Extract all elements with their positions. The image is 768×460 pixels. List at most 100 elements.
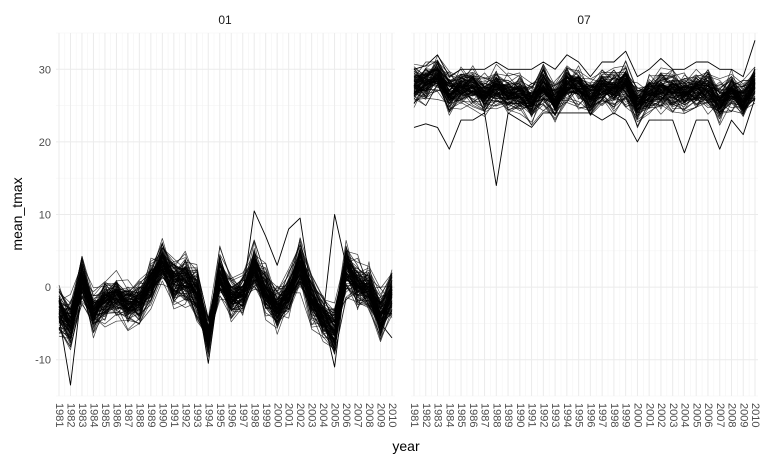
x-tick-label: 1996 <box>584 403 596 427</box>
x-tick-label: 1981 <box>53 403 65 427</box>
series-line <box>58 254 393 342</box>
series-line <box>413 68 756 115</box>
series-line <box>58 255 393 343</box>
panel-07-strip-label: 07 <box>577 13 591 27</box>
panel-07-x-tick-labels: 1981 1982 1983 1984 1985 1986 1987 1988 1989 1990… <box>408 403 761 427</box>
series-line <box>413 61 756 109</box>
x-tick-label: 1997 <box>596 403 608 427</box>
x-tick-label: 2003 <box>306 403 318 427</box>
series-line-outlier <box>58 264 393 386</box>
series-line <box>413 69 756 115</box>
x-tick-label: 2001 <box>643 403 655 427</box>
x-tick-label: 1986 <box>467 403 479 427</box>
x-tick-label: 1987 <box>479 403 491 427</box>
y-axis-tick-labels: -10 0 10 20 30 <box>35 64 51 366</box>
x-tick-label: 1987 <box>122 403 134 427</box>
x-axis-title: year <box>392 438 420 454</box>
x-tick-label: 1983 <box>76 403 88 427</box>
x-tick-label: 2010 <box>749 403 761 427</box>
x-tick-label: 1990 <box>156 403 168 427</box>
x-tick-label: 1982 <box>420 403 432 427</box>
x-tick-label: 1984 <box>88 403 100 427</box>
x-tick-label: 2002 <box>294 403 306 427</box>
x-tick-label: 2008 <box>363 403 375 427</box>
x-tick-label: 2007 <box>714 403 726 427</box>
series-line <box>413 79 756 116</box>
panel-07: 07 1981 1982 1983 1984 1985 1986 1987 1988 1989 1… <box>408 13 761 427</box>
x-tick-label: 2004 <box>679 403 691 427</box>
x-tick-label: 2006 <box>340 403 352 427</box>
x-tick-label: 2002 <box>655 403 667 427</box>
x-tick-label: 2001 <box>283 403 295 427</box>
x-tick-label: 2005 <box>690 403 702 427</box>
panel-07-series <box>413 40 756 186</box>
series-line-outlier <box>413 40 756 78</box>
x-tick-label: 1989 <box>145 403 157 427</box>
panel-01-grid <box>56 32 395 397</box>
x-tick-label: 2000 <box>632 403 644 427</box>
x-tick-label: 1999 <box>260 403 272 427</box>
x-tick-label: 1994 <box>561 403 573 427</box>
x-tick-label: 1993 <box>549 403 561 427</box>
series-line <box>413 84 756 127</box>
y-tick-label: 10 <box>39 210 51 222</box>
series-line <box>58 266 393 328</box>
x-tick-label: 1996 <box>225 403 237 427</box>
x-tick-label: 2010 <box>386 403 398 427</box>
x-tick-label: 1991 <box>526 403 538 427</box>
x-tick-label: 1989 <box>502 403 514 427</box>
panel-01-x-tick-labels: 1981 1982 1983 1984 1985 1986 1987 1988 1989 1990… <box>53 403 398 427</box>
series-line <box>58 257 393 344</box>
x-tick-label: 1993 <box>191 403 203 427</box>
series-line <box>58 249 393 327</box>
x-tick-label: 1986 <box>111 403 123 427</box>
x-tick-label: 1991 <box>168 403 180 427</box>
panel-07-grid <box>411 32 758 397</box>
x-tick-label: 2009 <box>737 403 749 427</box>
x-tick-label: 2005 <box>329 403 341 427</box>
x-tick-label: 1985 <box>99 403 111 427</box>
series-line <box>58 255 393 343</box>
x-tick-label: 1997 <box>237 403 249 427</box>
x-tick-label: 2008 <box>726 403 738 427</box>
series-line-outlier <box>413 98 756 186</box>
y-tick-label: -10 <box>35 355 51 367</box>
x-tick-label: 1999 <box>620 403 632 427</box>
x-tick-label: 1988 <box>133 403 145 427</box>
series-line <box>413 77 756 112</box>
x-tick-label: 2004 <box>317 403 329 427</box>
series-line <box>413 77 756 107</box>
series-line <box>58 247 393 319</box>
x-tick-label: 1995 <box>573 403 585 427</box>
x-tick-label: 1981 <box>408 403 420 427</box>
y-axis-title: mean_tmax <box>9 177 25 250</box>
y-tick-label: 20 <box>39 137 51 149</box>
x-tick-label: 1994 <box>202 403 214 427</box>
x-tick-label: 1988 <box>490 403 502 427</box>
x-tick-label: 1990 <box>514 403 526 427</box>
x-tick-label: 1998 <box>248 403 260 427</box>
x-tick-label: 1983 <box>432 403 444 427</box>
series-line <box>413 62 756 101</box>
x-tick-label: 1984 <box>443 403 455 427</box>
panel-01-strip-label: 01 <box>218 13 232 27</box>
x-tick-label: 1992 <box>179 403 191 427</box>
x-tick-label: 2007 <box>352 403 364 427</box>
x-tick-label: 2003 <box>667 403 679 427</box>
x-tick-label: 1982 <box>65 403 77 427</box>
series-line <box>413 85 756 126</box>
x-tick-label: 2009 <box>375 403 387 427</box>
series-line <box>413 65 756 99</box>
y-tick-label: 30 <box>39 64 51 76</box>
x-tick-label: 2000 <box>271 403 283 427</box>
series-line <box>413 68 756 116</box>
y-tick-label: 0 <box>45 282 51 294</box>
series-line <box>413 61 756 108</box>
x-tick-label: 1992 <box>537 403 549 427</box>
series-line <box>413 67 756 113</box>
x-tick-label: 1985 <box>455 403 467 427</box>
panel-01-series <box>58 210 393 386</box>
x-tick-label: 2006 <box>702 403 714 427</box>
